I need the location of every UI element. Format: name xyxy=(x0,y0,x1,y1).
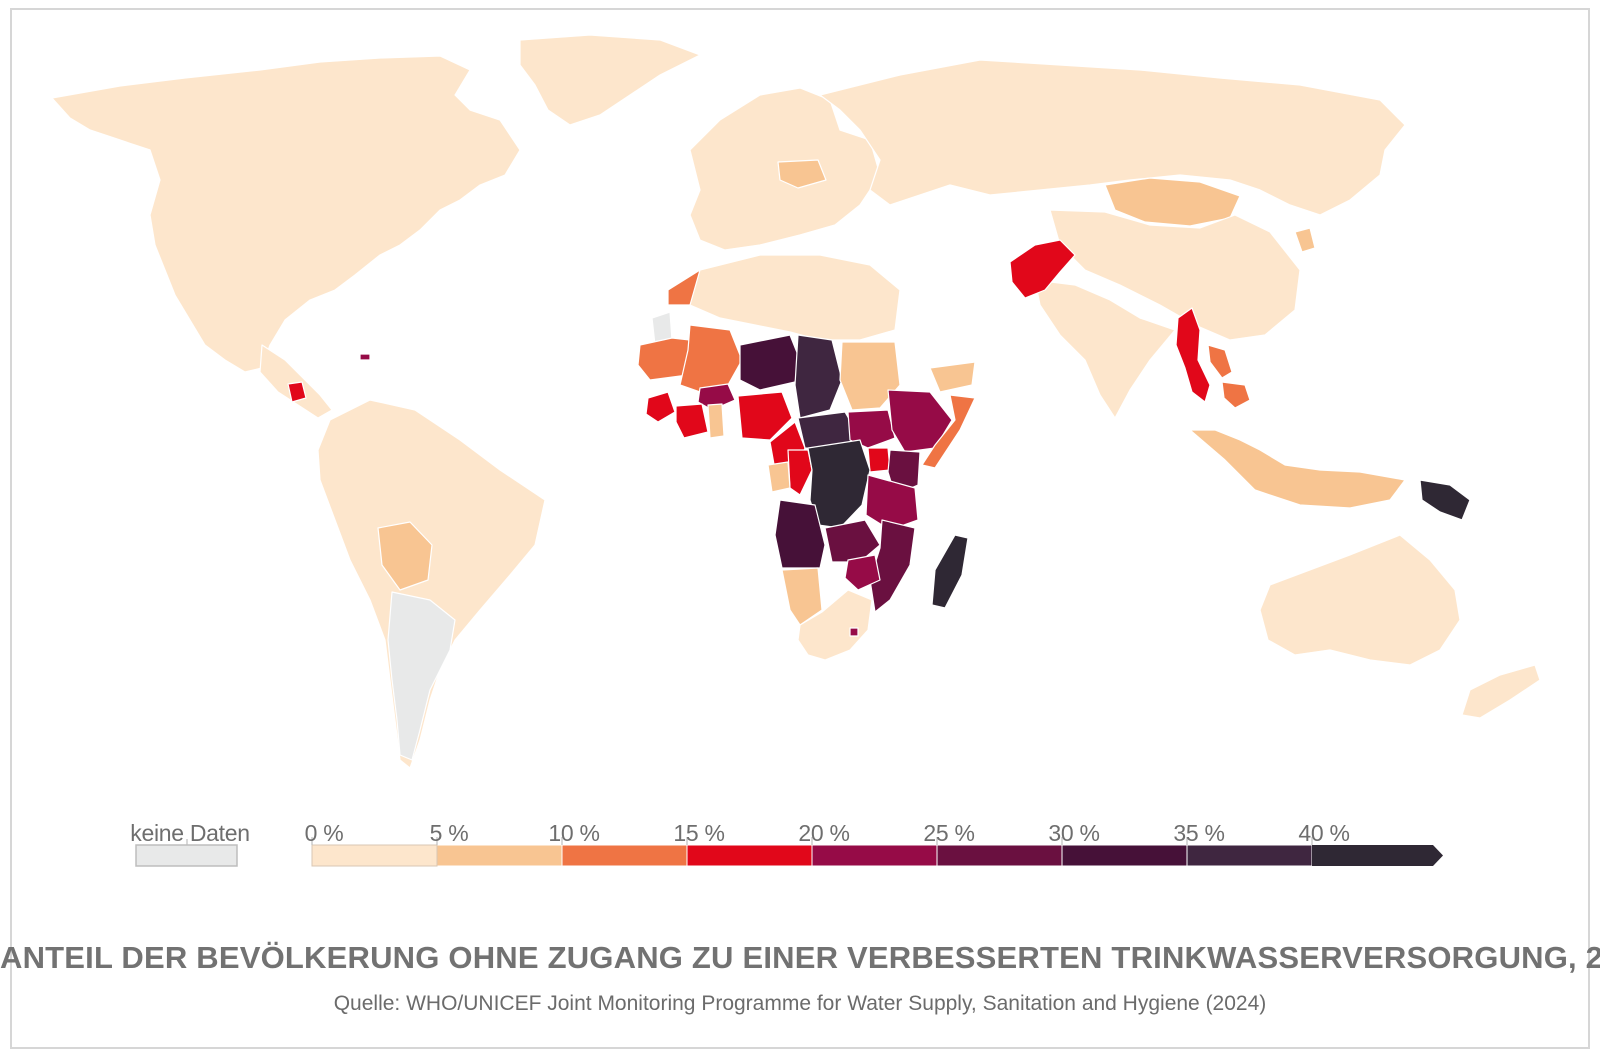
region-indonesien xyxy=(1189,429,1406,509)
region-madagaskar xyxy=(931,534,969,609)
map-source: Quelle: WHO/UNICEF Joint Monitoring Prog… xyxy=(333,992,1267,1015)
region-südamerika xyxy=(317,399,546,769)
region-nordamerika xyxy=(51,55,521,373)
region-südsudan xyxy=(847,409,896,449)
region-russland xyxy=(819,59,1406,216)
legend-bin-25-30 xyxy=(936,844,1063,867)
region-bolivien xyxy=(377,521,433,591)
region-nicaragua xyxy=(287,381,307,403)
region-neuseeland xyxy=(1461,664,1541,719)
legend-no-data-label: keine Daten xyxy=(130,820,250,846)
region-rumänien xyxy=(777,159,827,189)
legend-bin-35-40 xyxy=(1186,844,1313,867)
region-niger xyxy=(739,334,801,391)
region-elfenbeinküste xyxy=(675,403,709,439)
region-ghana xyxy=(707,403,725,439)
region-argentinien xyxy=(387,591,456,761)
region-somalia xyxy=(921,394,976,469)
region-gabun xyxy=(767,461,791,493)
region-australien xyxy=(1259,534,1461,666)
legend-tick-label: 20 % xyxy=(798,820,850,846)
region-nigeria xyxy=(737,391,793,441)
legend-bin-gt40 xyxy=(1312,845,1443,866)
region-mittelamerika xyxy=(259,344,333,419)
legend-tick-label: 0 % xyxy=(304,820,344,846)
region-sudan xyxy=(839,341,901,411)
region-indien xyxy=(1034,279,1176,419)
region-tschad xyxy=(794,334,843,419)
legend-bin-0-5 xyxy=(311,844,438,867)
region-myanmar xyxy=(1175,307,1211,403)
legend-tick-label: 10 % xyxy=(548,820,600,846)
legend-bin-15-20 xyxy=(686,844,813,867)
legend-bin-20-25 xyxy=(811,844,938,867)
region-haiti xyxy=(359,353,371,361)
region-simbabwe xyxy=(844,554,881,591)
world-map xyxy=(51,34,1541,769)
legend-no-data-swatch xyxy=(135,844,238,867)
region-afghanistan xyxy=(1009,239,1076,299)
region-jemen xyxy=(929,361,976,393)
region-burkina-faso xyxy=(697,383,736,411)
legend-bin-10-15 xyxy=(561,844,688,867)
region-südliches-afrika xyxy=(797,589,873,661)
legend-tick-label: 30 % xyxy=(1048,820,1100,846)
map-title: ANTEIL DER BEVÖLKERUNG OHNE ZUGANG ZU EI… xyxy=(0,940,1600,975)
region-kongo xyxy=(787,449,813,496)
region-laos xyxy=(1207,344,1233,379)
region-namibia xyxy=(781,567,823,626)
region-grönland xyxy=(519,34,701,126)
region-nordafrika xyxy=(689,254,901,341)
legend-tick-label: 15 % xyxy=(673,820,725,846)
region-china xyxy=(1049,209,1301,341)
region-lesotho xyxy=(849,627,859,637)
legend-bin-30-35 xyxy=(1061,844,1188,867)
region-sambia xyxy=(824,519,881,563)
region-uganda xyxy=(867,447,891,473)
legend xyxy=(135,837,1443,867)
legend-bin-5-10 xyxy=(436,844,563,867)
region-angola xyxy=(774,499,826,569)
region-mosambik xyxy=(869,519,916,613)
legend-tick-label: 5 % xyxy=(429,820,469,846)
legend-tick-label: 40 % xyxy=(1298,820,1350,846)
legend-tick-label: 35 % xyxy=(1173,820,1225,846)
region-mali xyxy=(679,324,743,393)
region-kambodscha xyxy=(1221,381,1251,409)
region-papua-neuguinea xyxy=(1419,479,1471,521)
region-guinea xyxy=(645,391,676,423)
legend-tick-label: 25 % xyxy=(923,820,975,846)
legend-first-bin-border xyxy=(311,844,438,867)
region-nordkorea xyxy=(1294,227,1316,253)
